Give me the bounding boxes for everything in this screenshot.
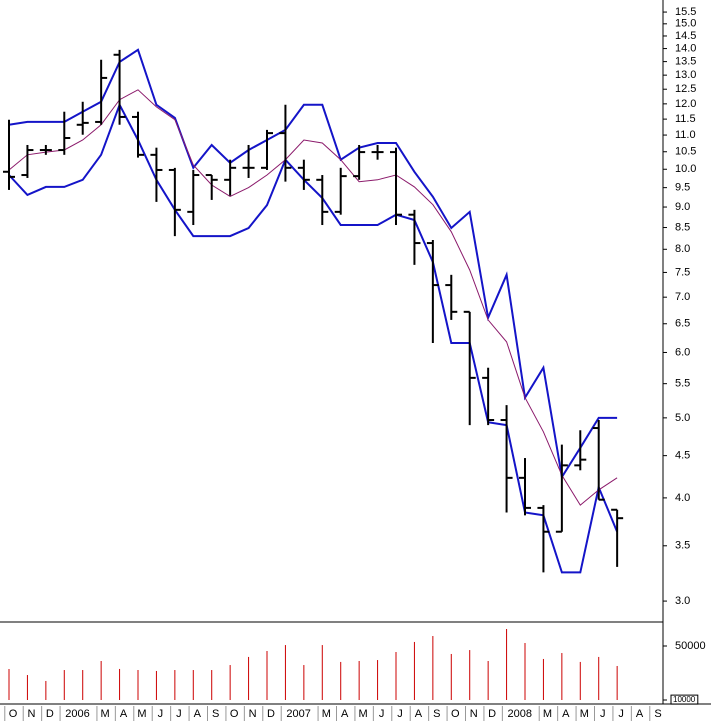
y-tick-label: 13.5 [675, 56, 696, 68]
y-tick-label: 4.5 [675, 450, 690, 462]
y-tick-label: 3.5 [675, 540, 690, 552]
y-tick-label: 8.5 [675, 221, 690, 233]
x-tick-label: J [379, 708, 385, 720]
x-tick-label: 2008 [508, 708, 532, 720]
x-tick-label: 2007 [286, 708, 310, 720]
x-tick-label: N [249, 708, 257, 720]
moving-average-line [8, 89, 618, 506]
y-tick-label: 50000 [675, 640, 706, 652]
y-tick-label: 13.0 [675, 69, 696, 81]
x-tick-label: J [158, 708, 164, 720]
x-tick-label: D [488, 708, 496, 720]
x-tick-label: J [618, 708, 624, 720]
x-tick-label: A [636, 708, 644, 720]
x-tick-label: N [470, 708, 478, 720]
x-tick-label: O [451, 708, 460, 720]
x-tick-label: N [27, 708, 35, 720]
x-tick-label: J [397, 708, 403, 720]
x-tick-label: A [194, 708, 202, 720]
y-tick-label: 11.0 [675, 129, 696, 141]
x-tick-label: O [9, 708, 18, 720]
x-tick-label: S [212, 708, 219, 720]
channel-line [8, 102, 619, 574]
x-tick-label: M [580, 708, 589, 720]
x-tick-label: M [101, 708, 110, 720]
x-tick-label: J [600, 708, 606, 720]
x-tick-label: A [341, 708, 349, 720]
y-tick-label: 9.0 [675, 201, 690, 213]
y-tick-label: 5.0 [675, 412, 690, 424]
y-tick-label: 10.5 [675, 146, 696, 158]
y-tick-label: 15.5 [675, 6, 696, 18]
y-tick-label: 8.0 [675, 243, 690, 255]
x-tick-label: O [230, 708, 239, 720]
y-tick-label: 14.0 [675, 42, 696, 54]
x-tick-label: M [137, 708, 146, 720]
x-tick-label: A [415, 708, 423, 720]
y-tick-box [670, 694, 699, 705]
x-tick-label: J [176, 708, 182, 720]
x-tick-label: D [46, 708, 54, 720]
y-tick-label: 6.0 [675, 346, 690, 358]
y-tick-label: 10.0 [675, 163, 696, 175]
y-tick-label: 3.0 [675, 595, 690, 607]
x-tick-label: A [562, 708, 570, 720]
y-tick-label: 9.5 [675, 182, 690, 194]
x-tick-label: 2006 [65, 708, 89, 720]
y-tick-label: 11.5 [675, 113, 696, 125]
y-tick-label: 10000 [673, 695, 696, 704]
x-tick-label: M [359, 708, 368, 720]
y-tick-label: 7.5 [675, 266, 690, 278]
x-tick-label: M [322, 708, 331, 720]
x-tick-label: D [267, 708, 275, 720]
channel-line [8, 48, 618, 480]
x-tick-label: A [120, 708, 128, 720]
y-tick-label: 5.5 [675, 378, 690, 390]
y-tick-label: 7.0 [675, 291, 690, 303]
x-tick-label: S [654, 708, 661, 720]
y-tick-label: 12.5 [675, 83, 696, 95]
x-tick-label: S [433, 708, 440, 720]
y-tick-label: 14.5 [675, 30, 696, 42]
y-tick-label: 15.0 [675, 18, 696, 30]
y-tick-label: 12.0 [675, 98, 696, 110]
y-tick-label: 4.0 [675, 492, 690, 504]
x-tick-label: M [543, 708, 552, 720]
y-tick-label: 6.5 [675, 318, 690, 330]
